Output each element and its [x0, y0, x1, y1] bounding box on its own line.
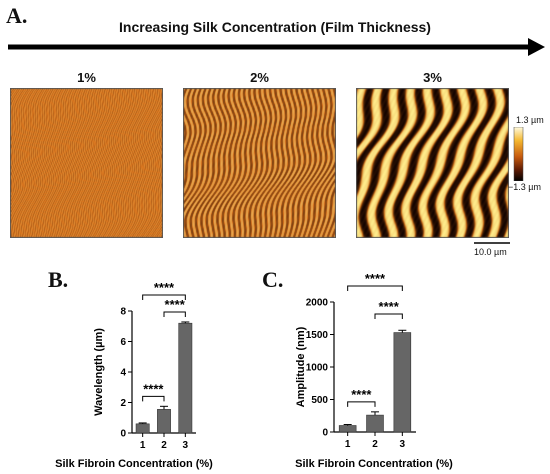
y-tick-label: 0: [120, 429, 126, 440]
significance-label: ****: [143, 381, 164, 396]
bar-3: [393, 332, 412, 433]
significance-label: ****: [365, 271, 386, 286]
bar-1: [338, 425, 357, 433]
significance-bracket: [347, 285, 403, 291]
panel-c-letter: C.: [262, 267, 284, 292]
arrow-caption: Increasing Silk Concentration (Film Thic…: [119, 19, 431, 35]
significance-label: ****: [351, 387, 372, 402]
afm-image-2pct: [183, 88, 336, 238]
scale-bar-label: 10.0 µm: [474, 247, 507, 257]
y-tick-label: 4: [120, 368, 126, 379]
x-tick-label: 3: [400, 439, 406, 450]
concentration-arrow: [8, 38, 545, 56]
panel-a-letter: A.: [6, 3, 28, 28]
significance-label: ****: [154, 280, 175, 295]
image-label-2pct: 2%: [250, 70, 269, 85]
image-label-3pct: 3%: [423, 70, 442, 85]
significance-bracket: [163, 311, 186, 317]
x-tick-label: 2: [161, 440, 167, 451]
bar-3: [178, 322, 193, 434]
panel-b-letter: B.: [48, 267, 69, 292]
significance-label: ****: [165, 297, 186, 312]
x-axis-label: Silk Fibroin Concentration (%): [55, 458, 213, 470]
wavelength-bar-chart: 0 2 4 6 8 1 2 3 **** **** **** Wavelength (µm) Silk …: [55, 280, 213, 470]
y-tick-label: 2: [120, 398, 126, 409]
x-tick-label: 3: [183, 440, 189, 451]
bar-2: [366, 414, 384, 433]
y-axis-label: Wavelength (µm): [93, 328, 105, 416]
significance-bracket: [347, 401, 376, 407]
afm-image-3pct: [356, 88, 509, 238]
scale-bar: [474, 242, 510, 244]
significance-bracket: [374, 313, 403, 319]
afm-image-1pct: [10, 88, 163, 238]
colorbar-max-label: 1.3 µm: [516, 115, 544, 125]
x-tick-label: 2: [372, 439, 378, 450]
bar-1: [135, 423, 150, 434]
y-tick-label: 8: [120, 307, 126, 318]
amplitude-bar-chart: 0 500 1000 1500 2000 1 2 3 **** **** **** Amplitude…: [295, 271, 453, 470]
image-label-1pct: 1%: [77, 70, 96, 85]
y-tick-label: 6: [120, 337, 126, 348]
height-colorbar: [513, 127, 524, 181]
y-tick-label: 0: [322, 428, 328, 439]
y-tick-label: 1500: [306, 330, 329, 341]
colorbar-min-label: −1.3 µm: [508, 182, 541, 192]
y-tick-label: 1000: [306, 363, 329, 374]
y-tick-label: 2000: [306, 298, 329, 309]
x-tick-label: 1: [345, 439, 351, 450]
y-tick-label: 500: [311, 395, 328, 406]
x-tick-label: 1: [140, 440, 146, 451]
y-axis-label: Amplitude (nm): [295, 326, 307, 407]
significance-bracket: [142, 395, 165, 402]
x-axis-label: Silk Fibroin Concentration (%): [295, 458, 453, 470]
significance-label: ****: [379, 299, 400, 314]
significance-bracket: [142, 294, 186, 300]
bar-2: [157, 409, 171, 434]
